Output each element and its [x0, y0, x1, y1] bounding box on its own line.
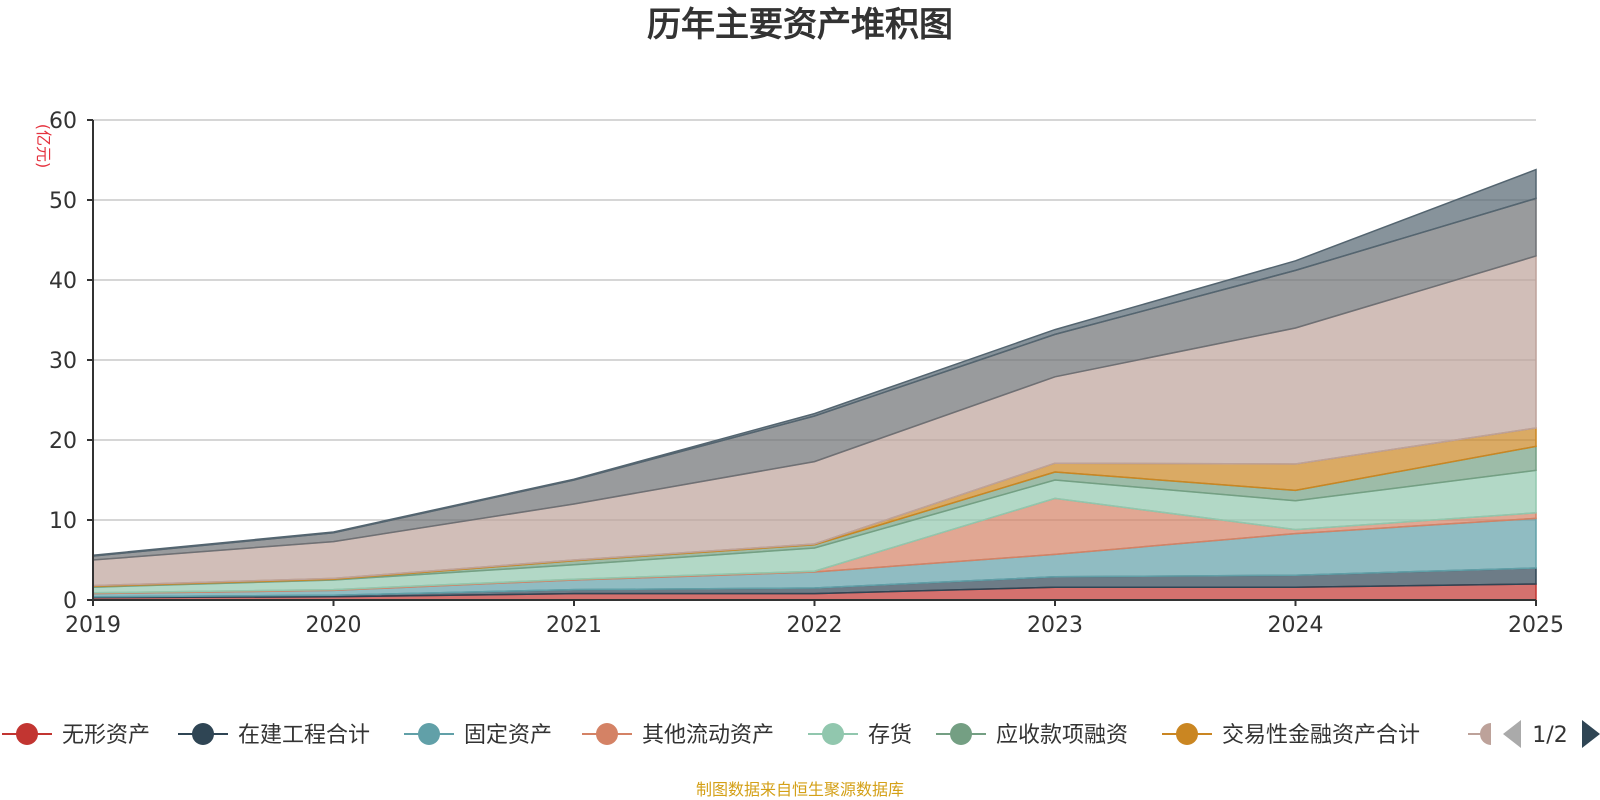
y-tick-label: 50: [49, 189, 77, 214]
y-axis-unit-label: (亿元): [34, 124, 53, 169]
legend-label: 存货: [868, 723, 912, 748]
legend-label: 固定资产: [464, 723, 552, 748]
x-tick-label: 2021: [546, 613, 602, 638]
legend-item[interactable]: 交易性金融资产合计: [1162, 723, 1420, 748]
legend-item[interactable]: 其他流动资产: [582, 723, 774, 748]
y-tick-label: 30: [49, 349, 77, 374]
legend-page-indicator: 1/2: [1532, 723, 1567, 748]
legend-item[interactable]: 应收款项融资: [936, 723, 1128, 748]
x-axis-tick-labels: 2019 2020 2021 2022 2023 2024 2025: [65, 613, 1564, 638]
y-tick-label: 0: [63, 589, 77, 614]
legend-prev-page-icon[interactable]: [1503, 720, 1521, 748]
legend-pager[interactable]: 1/2: [1503, 720, 1600, 748]
data-source-note: 制图数据来自恒生聚源数据库: [696, 780, 904, 799]
legend-label: 应收款项融资: [996, 723, 1128, 748]
y-tick-label: 20: [49, 429, 77, 454]
area-series-group: [92, 168, 1537, 601]
legend-item[interactable]: 存货: [808, 723, 912, 748]
y-axis-tick-labels: 0 10 20 30 40 50 60: [49, 109, 77, 614]
x-tick-label: 2024: [1268, 613, 1324, 638]
legend-marker-icon: [822, 723, 844, 745]
x-tick-label: 2023: [1027, 613, 1083, 638]
legend-next-page-icon[interactable]: [1582, 720, 1600, 748]
legend-label: 其他流动资产: [642, 723, 774, 748]
axes: [87, 119, 1537, 606]
legend[interactable]: 无形资产 在建工程合计 固定资产 其他流动资产 存货 应收款项融资 交易性金融资产合计: [2, 723, 1491, 748]
legend-marker-icon: [1480, 723, 1491, 745]
legend-label: 在建工程合计: [238, 723, 370, 748]
area-series-9: [92, 168, 1537, 557]
legend-label: 无形资产: [62, 723, 150, 748]
x-tick-label: 2019: [65, 613, 121, 638]
legend-marker-icon: [1176, 723, 1198, 745]
legend-marker-icon: [596, 723, 618, 745]
x-tick-label: 2025: [1508, 613, 1564, 638]
y-tick-label: 40: [49, 269, 77, 294]
legend-label: 交易性金融资产合计: [1222, 723, 1420, 748]
legend-marker-icon: [192, 723, 214, 745]
legend-marker-icon: [16, 723, 38, 745]
legend-item[interactable]: 固定资产: [404, 723, 552, 748]
legend-item[interactable]: 在建工程合计: [178, 723, 370, 748]
legend-marker-icon: [950, 723, 972, 745]
y-tick-label: 10: [49, 509, 77, 534]
legend-marker-icon: [418, 723, 440, 745]
y-tick-label: 60: [49, 109, 77, 134]
legend-item-partial[interactable]: [1468, 723, 1491, 745]
legend-item[interactable]: 无形资产: [2, 723, 150, 748]
chart-title: 历年主要资产堆积图: [647, 5, 953, 45]
x-tick-label: 2022: [787, 613, 843, 638]
x-tick-label: 2020: [306, 613, 362, 638]
